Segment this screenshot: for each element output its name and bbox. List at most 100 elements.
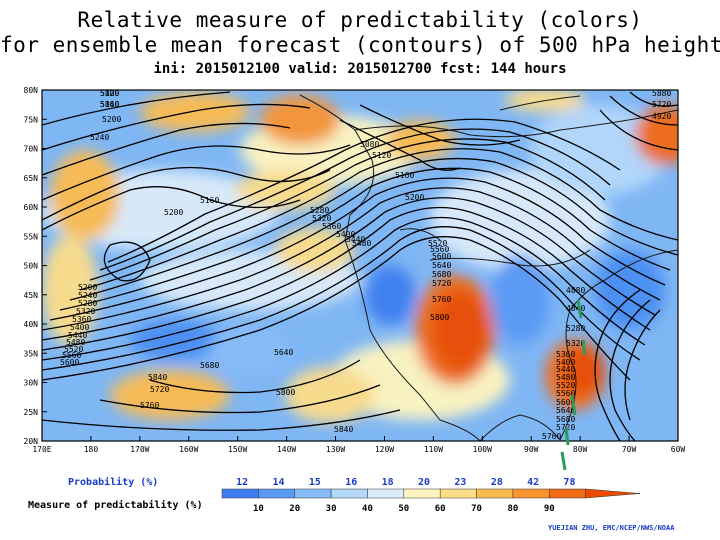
- lat-label: 45N: [24, 291, 39, 300]
- probability-value: 14: [273, 477, 285, 488]
- lon-label: 150W: [228, 445, 247, 454]
- contour-label: 5400: [70, 323, 89, 332]
- lon-label: 90W: [524, 445, 539, 454]
- contour-labels: 5120516052005240508051205160520051605200…: [60, 89, 671, 441]
- lon-label: 60W: [671, 445, 686, 454]
- lat-label: 35N: [24, 349, 39, 358]
- contour-label: 5280: [566, 324, 585, 333]
- contour-label: 5560: [430, 245, 449, 254]
- coastlines: [299, 94, 678, 441]
- contour-label: 5560: [62, 351, 81, 360]
- predictability-value: 20: [289, 504, 300, 514]
- contour-label: 5800: [100, 89, 119, 98]
- lon-label: 100W: [473, 445, 492, 454]
- lat-label: 65N: [24, 174, 39, 183]
- predictability-value: 30: [326, 504, 337, 514]
- lat-label: 70N: [24, 145, 39, 154]
- annotation-marks: [560, 299, 587, 471]
- contour-label: 5760: [140, 401, 159, 410]
- lat-label: 20N: [24, 437, 39, 446]
- lon-label: 80W: [573, 445, 588, 454]
- color-bar-segment: [512, 488, 550, 499]
- contour-label: 5480: [556, 373, 575, 382]
- probability-value: 16: [345, 477, 357, 488]
- contour-label: 5240: [78, 291, 97, 300]
- color-bar: 12 14 15 16 18 20 23 28 42 78 10 20 30 40 50 60 70 80 90: [221, 477, 641, 514]
- lon-label: 120W: [375, 445, 394, 454]
- contour-label: 5840: [334, 425, 353, 434]
- lon-label: 130W: [326, 445, 345, 454]
- lat-label: 60N: [24, 203, 39, 212]
- contour-label: 5720: [652, 100, 671, 109]
- latitude-labels: 80N 75N 70N 65N 60N 55N 50N 45N 40N 35N 30N 25N 20N: [24, 86, 47, 446]
- contour-label: 4920: [652, 112, 671, 121]
- contour-label: 5160: [200, 196, 219, 205]
- lat-label: 55N: [24, 232, 39, 241]
- predictability-value: 70: [471, 504, 482, 514]
- contour-label: 5440: [346, 235, 365, 244]
- lat-label: 25N: [24, 408, 39, 417]
- contour-label: 5280: [78, 299, 97, 308]
- contour-label: 5400: [336, 230, 355, 239]
- predictability-value: 60: [435, 504, 446, 514]
- lat-label: 30N: [24, 379, 39, 388]
- lat-label: 50N: [24, 262, 39, 271]
- lon-label: 170W: [130, 445, 149, 454]
- contour-label: 5400: [556, 358, 575, 367]
- contour-label: 5320: [312, 214, 331, 223]
- contour-label: 5800: [430, 313, 449, 322]
- title-line-1: Relative measure of predictability (colo…: [77, 8, 643, 32]
- color-bar-segment: [258, 488, 295, 499]
- contour-label: 5280: [310, 206, 329, 215]
- contour-label: 5360: [556, 350, 575, 359]
- contour-label: 5320: [566, 339, 585, 348]
- contour-label: 5200: [164, 208, 183, 217]
- contour-label: 5840: [148, 373, 167, 382]
- contour-label: 5320: [76, 307, 95, 316]
- probability-value: 28: [491, 477, 503, 488]
- lon-label: 170E: [32, 445, 51, 454]
- probability-value: 15: [309, 477, 321, 488]
- title-line-2: for ensemble mean forecast (contours) of…: [0, 33, 720, 57]
- probability-value: 78: [563, 477, 575, 488]
- color-bar-segment: [476, 488, 514, 499]
- color-bar-segment: [585, 488, 641, 499]
- lon-label: 110W: [424, 445, 443, 454]
- probability-value: 18: [382, 477, 394, 488]
- contour-label: 5360: [322, 222, 341, 231]
- contour-label: 5200: [102, 115, 121, 124]
- contour-label: 5520: [64, 345, 83, 354]
- lon-label: 180: [84, 445, 99, 454]
- contour-label: 5600: [556, 398, 575, 407]
- contour-label: 5680: [432, 270, 451, 279]
- lat-label: 75N: [24, 115, 39, 124]
- color-bar-segment: [403, 488, 441, 499]
- lon-label: 160W: [179, 445, 198, 454]
- contour-label: 5760: [432, 295, 451, 304]
- contour-label: 5640: [274, 348, 293, 357]
- contour-label: 5600: [60, 358, 79, 367]
- contour-label: 5440: [556, 365, 575, 374]
- contour-label: 5480: [66, 338, 85, 347]
- contour-label: 5800: [276, 388, 295, 397]
- predictability-label: Measure of predictability (%): [28, 500, 203, 511]
- lat-label: 40N: [24, 320, 39, 329]
- probability-value: 42: [527, 477, 539, 488]
- probability-value: 20: [418, 477, 430, 488]
- contour-label: 5680: [200, 361, 219, 370]
- lat-label: 80N: [24, 86, 39, 95]
- lon-label: 140W: [277, 445, 296, 454]
- contour-label: 5120: [100, 89, 119, 98]
- color-bar-segment: [549, 488, 586, 499]
- contour-label: 4880: [566, 286, 585, 295]
- lon-label: 70W: [622, 445, 637, 454]
- contour-label: 5600: [432, 252, 451, 261]
- contour-label: 5120: [372, 151, 391, 160]
- contour-label: 4840: [566, 304, 585, 313]
- predictability-value: 90: [544, 504, 555, 514]
- color-bar-segment: [330, 488, 368, 499]
- longitude-labels: 170E 180 170W 160W 150W 140W 130W 120W 110W 100W 9…: [32, 436, 685, 454]
- credit-text: YUEJIAN ZHU, EMC/NCEP/NWS/NOAA: [548, 524, 675, 532]
